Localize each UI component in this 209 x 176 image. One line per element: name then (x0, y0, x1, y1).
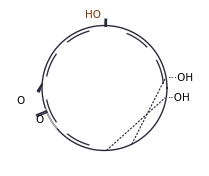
Text: HO: HO (85, 10, 101, 20)
Polygon shape (37, 83, 42, 92)
Text: O: O (17, 96, 25, 106)
Text: ···OH: ···OH (168, 73, 194, 83)
Text: O: O (35, 115, 43, 125)
Text: ··OH: ··OH (168, 93, 191, 103)
